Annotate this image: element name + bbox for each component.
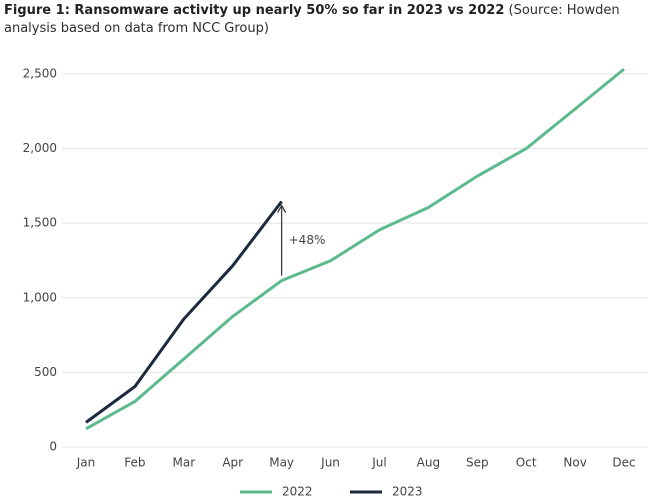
y-tick-label: 1,500 bbox=[23, 216, 57, 230]
y-tick-label: 2,500 bbox=[23, 66, 57, 80]
y-tick-label: 2,000 bbox=[23, 141, 57, 155]
y-tick-label: 1,000 bbox=[23, 290, 57, 304]
series-line bbox=[85, 67, 625, 431]
y-tick-label: 500 bbox=[34, 365, 57, 379]
header: Figure 1: Ransomware activity up nearly … bbox=[4, 2, 654, 38]
x-tick-label: Feb bbox=[124, 456, 145, 470]
x-tick-label: Dec bbox=[612, 456, 635, 470]
x-tick-label: Apr bbox=[222, 456, 243, 470]
legend-label: 2023 bbox=[392, 485, 423, 499]
legend-label: 2022 bbox=[282, 485, 313, 499]
x-tick-label: May bbox=[269, 456, 294, 470]
y-tick-label: 0 bbox=[49, 440, 57, 454]
annotation-arrowhead bbox=[277, 204, 287, 213]
x-tick-label: Jan bbox=[76, 456, 96, 470]
chart-subtitle: (Source: Howden analysis based on data f… bbox=[4, 3, 620, 36]
annotation: +48% bbox=[289, 233, 326, 247]
x-tick-label: Nov bbox=[563, 456, 586, 470]
x-tick-label: Sep bbox=[466, 456, 489, 470]
series-line bbox=[85, 200, 283, 424]
x-tick-label: Aug bbox=[417, 456, 440, 470]
x-tick-label: Jul bbox=[371, 456, 386, 470]
x-tick-label: Oct bbox=[516, 456, 537, 470]
x-tick-label: Jun bbox=[320, 456, 340, 470]
chart-title: Figure 1: Ransomware activity up nearly … bbox=[4, 3, 505, 18]
x-tick-label: Mar bbox=[172, 456, 195, 470]
